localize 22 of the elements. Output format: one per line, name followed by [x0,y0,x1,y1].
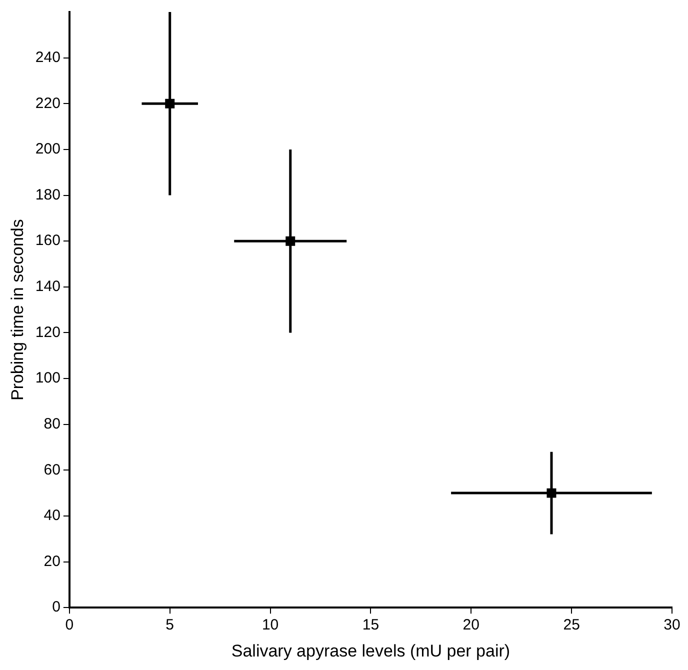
x-axis-title: Salivary apyrase levels (mU per pair) [231,641,510,660]
y-tick-label: 120 [35,324,60,341]
y-axis-title: Probing time in seconds [8,219,27,401]
x-tick-label: 10 [262,616,279,634]
y-tick-label: 0 [52,598,60,616]
x-tick-label: 25 [563,616,580,634]
y-tick-label: 80 [44,415,60,432]
x-tick-label: 5 [166,616,174,634]
y-tick-label: 100 [35,370,60,387]
y-tick-label: 40 [44,507,60,524]
x-tick-label: 0 [65,616,74,634]
y-tick-label: 60 [44,461,60,478]
x-tick-label: 15 [362,616,380,634]
y-tick-label: 220 [35,94,60,112]
x-tick-label: 20 [462,616,480,634]
y-tick-label: 20 [44,552,60,570]
y-tick-label: 200 [35,140,60,158]
y-tick-label: 160 [35,232,60,250]
y-tick-label: 180 [35,186,60,204]
y-tick-label: 140 [35,278,60,296]
y-tick-label: 240 [35,48,60,66]
x-tick-label: 30 [664,616,680,634]
